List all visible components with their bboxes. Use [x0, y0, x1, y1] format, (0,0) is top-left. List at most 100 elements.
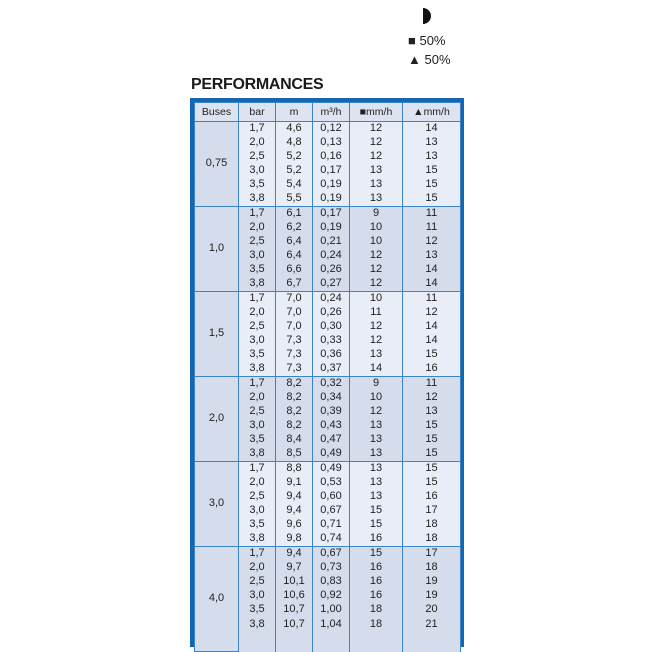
table-row: 2,0 9,7 0,73 16 18 [195, 561, 461, 576]
value-cell: 9,4 [275, 546, 313, 562]
value-cell: 6,4 [275, 234, 313, 249]
value-cell: 15 [402, 432, 461, 447]
value-cell: 1,7 [238, 121, 276, 136]
value-cell: 16 [349, 561, 403, 576]
value-cell: 9,7 [275, 561, 313, 576]
performance-table-frame: Buses bar m m³/h ■mm/h ▲mm/h 0,75 1,7 4,6 0,12 12… [190, 98, 464, 652]
value-cell: 3,5 [238, 517, 276, 532]
value-cell: 3,8 [238, 361, 276, 377]
value-cell: 3,0 [238, 503, 276, 518]
half-circle-icon [423, 8, 431, 24]
value-cell: 11 [402, 221, 461, 235]
value-cell: 9,4 [275, 489, 313, 504]
value-cell: 2,5 [238, 234, 276, 249]
value-cell: 14 [402, 262, 461, 277]
value-cell: 15 [402, 461, 461, 476]
value-cell: 8,2 [275, 418, 313, 433]
value-cell: 1,7 [238, 206, 276, 221]
value-cell: 17 [402, 503, 461, 518]
value-cell: 13 [349, 163, 403, 178]
value-cell: 2,5 [238, 149, 276, 164]
table-row: 3,0 5,2 0,17 13 15 [195, 163, 461, 178]
value-cell: 15 [349, 503, 403, 518]
page-title: PERFORMANCES [191, 76, 324, 93]
value-cell: 8,2 [275, 404, 313, 419]
value-cell: 0,27 [312, 276, 350, 292]
value-cell: 0,53 [312, 476, 350, 490]
value-cell: 2,5 [238, 489, 276, 504]
value-cell: 18 [402, 531, 461, 547]
value-cell: 0,49 [312, 446, 350, 462]
value-cell: 11 [349, 306, 403, 320]
value-cell: 21 [402, 617, 461, 652]
value-cell: 0,26 [312, 262, 350, 277]
value-cell: 15 [402, 476, 461, 490]
value-cell: 1,04 [312, 617, 350, 652]
value-cell: 15 [402, 446, 461, 462]
value-cell: 8,2 [275, 376, 313, 391]
value-cell: 0,33 [312, 333, 350, 348]
value-cell: 8,2 [275, 391, 313, 405]
value-cell: 16 [349, 589, 403, 604]
value-cell: 10,6 [275, 589, 313, 604]
value-cell: 5,4 [275, 177, 313, 192]
table-row: 3,8 9,8 0,74 16 18 [195, 531, 461, 547]
value-cell: 9 [349, 206, 403, 221]
value-cell: 10,7 [275, 617, 313, 652]
column-header: m³/h [312, 102, 350, 122]
value-cell: 12 [349, 276, 403, 292]
table-row: 3,5 6,6 0,26 12 14 [195, 262, 461, 277]
legend-square: ■ 50% [408, 33, 446, 48]
value-cell: 10,7 [275, 603, 313, 618]
column-header: bar [238, 102, 276, 122]
value-cell: 0,32 [312, 376, 350, 391]
value-cell: 5,2 [275, 163, 313, 178]
value-cell: 19 [402, 589, 461, 604]
value-cell: 10 [349, 234, 403, 249]
value-cell: 14 [402, 121, 461, 136]
value-cell: 14 [402, 276, 461, 292]
value-cell: 14 [402, 333, 461, 348]
table-row: 2,5 8,2 0,39 12 13 [195, 404, 461, 419]
value-cell: 13 [349, 191, 403, 207]
value-cell: 0,83 [312, 575, 350, 590]
value-cell: 0,34 [312, 391, 350, 405]
table-row: 3,5 9,6 0,71 15 18 [195, 517, 461, 532]
table-row: 3,0 1,7 8,8 0,49 13 15 [194, 461, 461, 547]
value-cell: 15 [349, 546, 403, 562]
table-row: 1,0 1,7 6,1 0,17 9 11 [194, 206, 461, 292]
value-cell: 6,1 [275, 206, 313, 221]
value-cell: 0,16 [312, 149, 350, 164]
table-row: 3,5 8,4 0,47 13 15 [195, 432, 461, 447]
value-cell: 1,7 [238, 376, 276, 391]
value-cell: 0,36 [312, 347, 350, 362]
value-cell: 0,71 [312, 517, 350, 532]
value-cell: 14 [402, 319, 461, 334]
column-header: m [275, 102, 313, 122]
value-cell: 3,0 [238, 418, 276, 433]
buses-cell: 0,75 [194, 121, 239, 207]
value-cell: 3,5 [238, 432, 276, 447]
value-cell: 10 [349, 291, 403, 306]
value-cell: 0,17 [312, 163, 350, 178]
value-cell: 6,4 [275, 248, 313, 263]
table-row: 0,75 1,7 4,6 0,12 12 14 [194, 121, 461, 207]
value-cell: 0,39 [312, 404, 350, 419]
value-cell: 12 [402, 234, 461, 249]
table-row: 3,0 7,3 0,33 12 14 [195, 333, 461, 348]
value-cell: 10 [349, 391, 403, 405]
table-row: 3,8 8,5 0,49 13 15 [195, 446, 461, 462]
value-cell: 11 [402, 206, 461, 221]
value-cell: 1,7 [238, 546, 276, 562]
value-cell: 0,47 [312, 432, 350, 447]
value-cell: 0,74 [312, 531, 350, 547]
performance-table: Buses bar m m³/h ■mm/h ▲mm/h 0,75 1,7 4,6 0,12 12… [194, 102, 461, 652]
value-cell: 10,1 [275, 575, 313, 590]
table-row: 4,0 1,7 9,4 0,67 15 17 [194, 546, 461, 652]
value-cell: 0,49 [312, 461, 350, 476]
value-cell: 6,6 [275, 262, 313, 277]
table-row: 3,5 10,7 1,00 18 20 [195, 603, 461, 618]
value-cell: 0,73 [312, 561, 350, 576]
table-row: 2,0 8,2 0,34 10 12 [195, 391, 461, 405]
value-cell: 15 [402, 163, 461, 178]
